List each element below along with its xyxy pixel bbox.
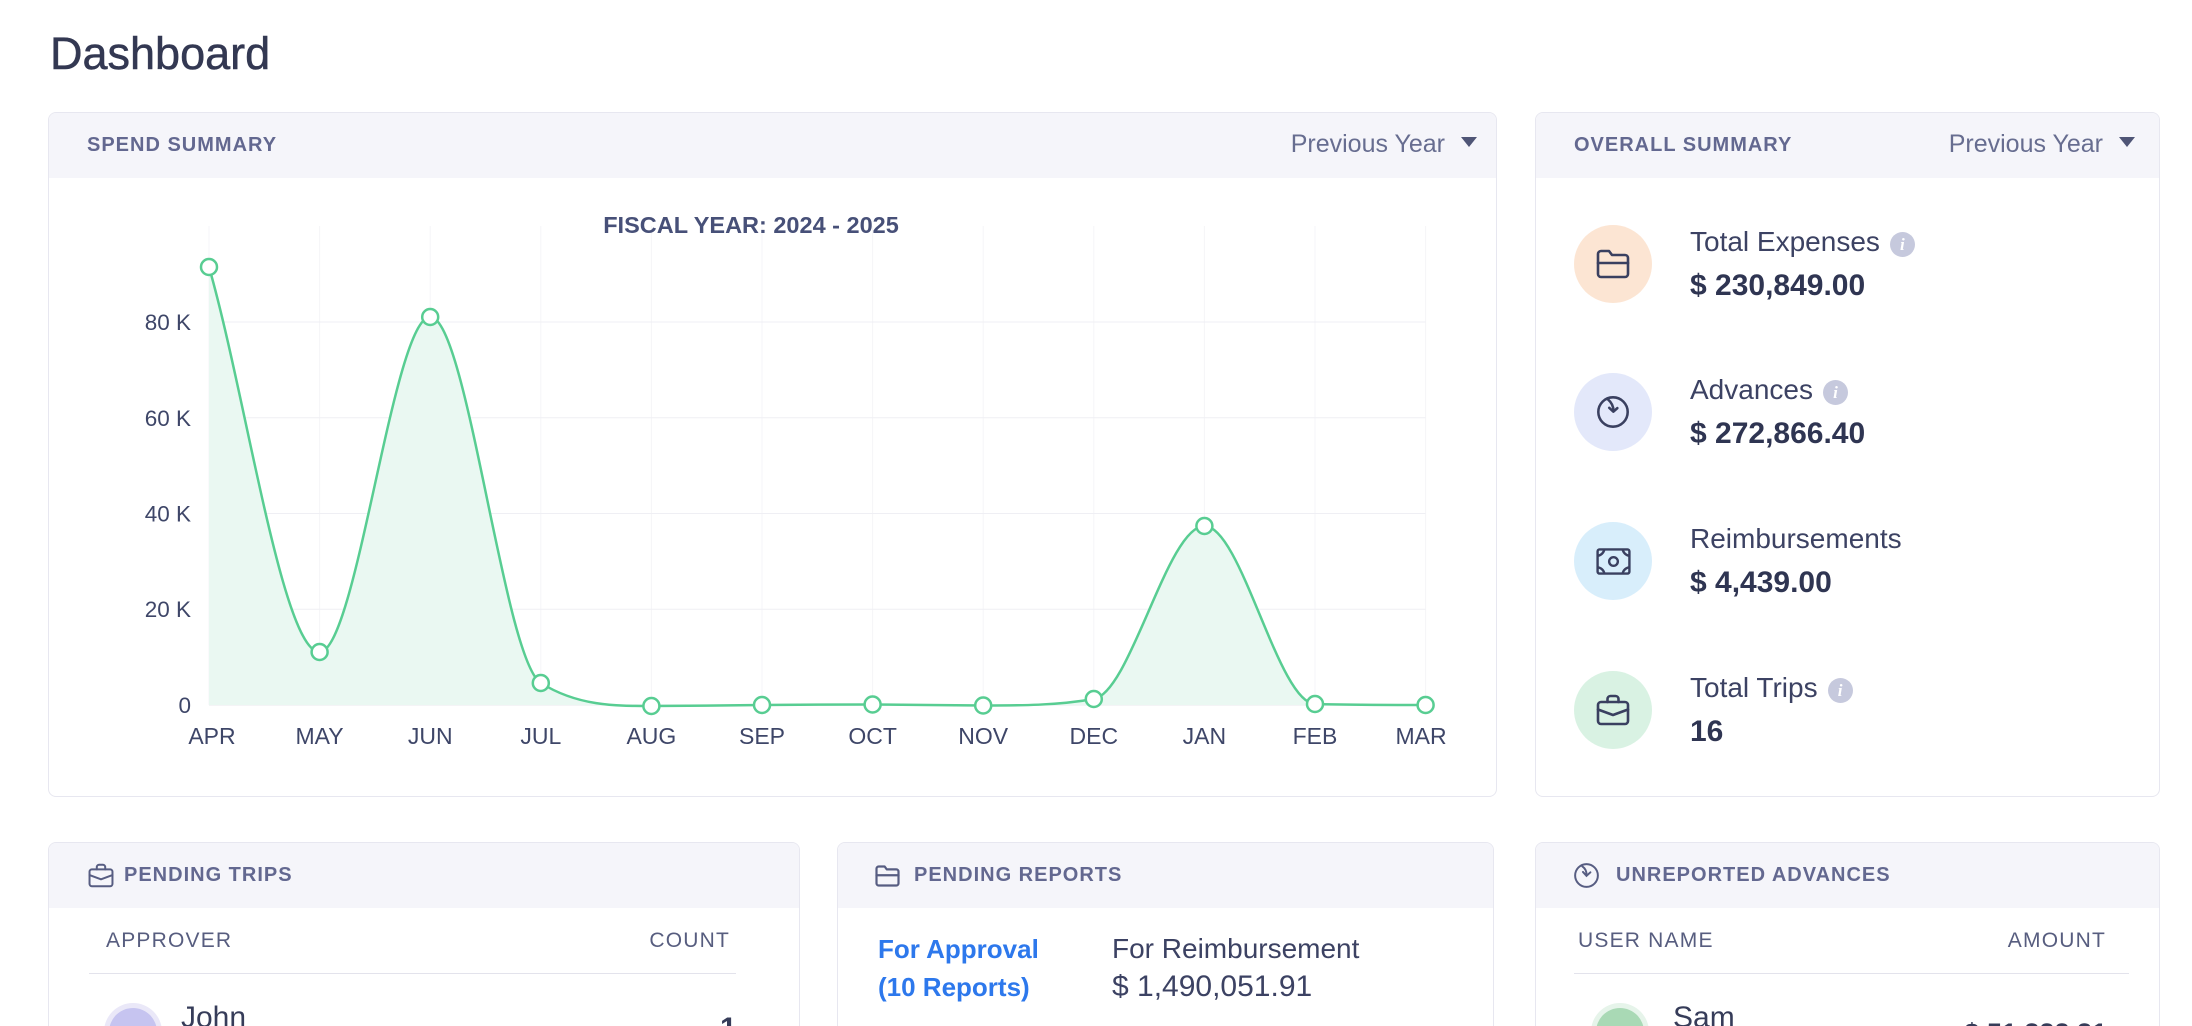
svg-text:FEB: FEB — [1293, 723, 1338, 749]
svg-text:80 K: 80 K — [145, 310, 191, 335]
svg-text:40 K: 40 K — [145, 502, 191, 527]
svg-text:DEC: DEC — [1070, 723, 1119, 749]
svg-text:NOV: NOV — [958, 723, 1009, 749]
svg-text:JAN: JAN — [1183, 723, 1226, 749]
svg-text:JUN: JUN — [408, 723, 453, 749]
svg-text:FISCAL YEAR: 2024 - 2025: FISCAL YEAR: 2024 - 2025 — [603, 212, 899, 238]
svg-text:JUL: JUL — [520, 723, 561, 749]
svg-text:MAR: MAR — [1395, 723, 1446, 749]
svg-text:20 K: 20 K — [145, 597, 191, 622]
svg-text:OCT: OCT — [848, 723, 897, 749]
svg-text:SEP: SEP — [739, 723, 785, 749]
svg-text:60 K: 60 K — [145, 406, 191, 431]
svg-text:APR: APR — [188, 723, 235, 749]
svg-text:0: 0 — [178, 693, 191, 718]
svg-text:MAY: MAY — [296, 723, 344, 749]
svg-text:AUG: AUG — [626, 723, 676, 749]
